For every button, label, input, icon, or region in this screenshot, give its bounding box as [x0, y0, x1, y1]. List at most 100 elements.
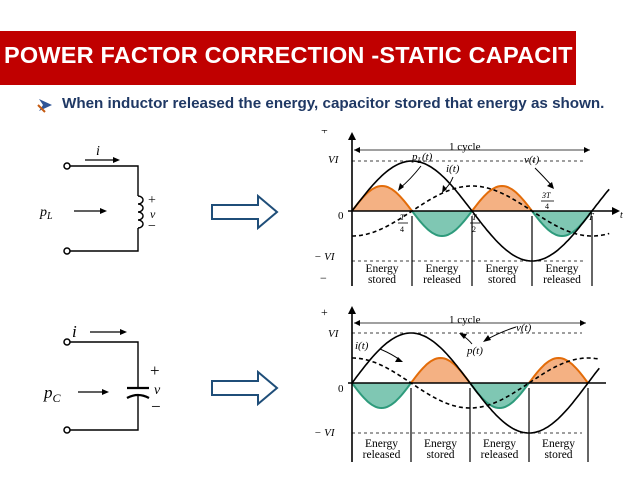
axis-plus: + [321, 305, 328, 319]
x-axis-arrow [612, 207, 620, 215]
capacitor-waveform-chart: + VI 0 − VI 1 cycle i(t) v(t) p(t) Energ… [314, 305, 606, 462]
x-tick-T4-num: T [400, 213, 405, 222]
region-label-line1: Energy [542, 438, 575, 450]
region-label-line2: stored [544, 449, 572, 461]
cycle-arrow-right [584, 147, 590, 153]
region-label-line2: released [481, 449, 519, 461]
series-label-pL: pL(t) [411, 151, 433, 165]
region-label-line1: Energy [365, 438, 398, 450]
inductor-plus: + [148, 193, 156, 208]
region-label-line1: Energy [545, 263, 578, 275]
power-lobe [529, 358, 588, 383]
region-label-line2: stored [488, 274, 516, 286]
power-lobe [472, 186, 532, 211]
slide-title: POWER FACTOR CORRECTION -STATIC CAPACIT [4, 42, 573, 68]
label-pointer-head [547, 182, 554, 189]
inductor-current-label: i [96, 144, 100, 159]
inductor-power-label: pL [39, 205, 53, 222]
current-curve [352, 357, 600, 409]
y-tick-top: VI [328, 154, 340, 166]
power-curve [471, 184, 533, 212]
cycle-label: 1 cycle [449, 314, 481, 326]
capacitor-plate-bottom [126, 393, 150, 399]
power-lobe [412, 211, 472, 236]
label-pointer-head [483, 335, 491, 342]
region-label-line2: stored [426, 449, 454, 461]
terminal-top [63, 162, 71, 170]
power-curve [528, 356, 589, 384]
axis-plus: + [321, 130, 328, 137]
capacitor-voltage-label: v [154, 383, 161, 398]
right-arrow-icon [211, 370, 279, 406]
inductor-circuit: i pL + v − [39, 144, 156, 255]
x-tick-T4-den: 4 [400, 225, 404, 234]
cycle-arrow-right [580, 320, 586, 326]
power-curve [411, 210, 473, 238]
bullet-arrow-icon [37, 99, 52, 113]
cycle-arrow-left [354, 320, 360, 326]
terminal-bottom [63, 426, 71, 434]
origin-label: 0 [338, 383, 344, 395]
label-pointer [534, 167, 553, 187]
cycle-label: 1 cycle [449, 141, 481, 153]
label-pointer [485, 326, 517, 341]
title-bar: POWER FACTOR CORRECTION -STATIC CAPACIT [0, 31, 576, 85]
inductor-voltage-label: v [150, 207, 156, 221]
terminal-top [63, 338, 71, 346]
power-lobe [532, 211, 592, 236]
region-label-line1: Energy [365, 263, 398, 275]
power-lobe [411, 358, 470, 383]
x-tick-3T4-num: 3T [541, 191, 551, 200]
series-label-v: v(t) [524, 154, 540, 166]
region-label-line1: Energy [424, 438, 457, 450]
power-lobe [470, 383, 529, 408]
power-arrow-head [100, 208, 107, 214]
circuit-wire [70, 341, 139, 431]
label-pointer-head [395, 357, 403, 362]
series-label-i: i(t) [446, 163, 460, 175]
series-label-v: v(t) [516, 322, 532, 334]
label-pointer-head [459, 333, 467, 339]
label-pointer [379, 348, 401, 361]
inductor-minus: − [148, 219, 156, 234]
power-lobe [352, 383, 411, 408]
cycle-arrow-left [354, 147, 360, 153]
region-label-line1: Energy [485, 263, 518, 275]
origin-label: 0 [338, 210, 344, 222]
y-axis-arrow [348, 306, 356, 314]
series-label-i: i(t) [355, 340, 369, 352]
current-arrow-head [120, 329, 127, 335]
circuit-wire [70, 165, 139, 252]
voltage-curve [351, 160, 610, 262]
capacitor-minus: − [151, 397, 161, 416]
capacitor-plus: + [150, 361, 160, 380]
x-tick-T2-num: T [472, 213, 477, 222]
x-tick-3T4-den: 4 [545, 202, 549, 211]
capacitor-circuit: i pC + v − [43, 322, 161, 434]
terminal-bottom [63, 247, 71, 255]
x-tick-T2-den: 2 [472, 225, 476, 234]
power-curve [351, 382, 412, 410]
region-label-line2: released [543, 274, 581, 286]
power-arrow-head [102, 389, 109, 395]
right-arrow-icon [211, 194, 279, 230]
y-tick-bottom: − VI [314, 251, 336, 263]
region-label-line1: Energy [483, 438, 516, 450]
label-pointer-head [442, 185, 447, 193]
current-curve [352, 185, 610, 237]
axis-minus: − [320, 271, 327, 285]
label-pointer-head [398, 183, 404, 191]
region-label-line2: released [363, 449, 401, 461]
x-tick-T: T [588, 212, 595, 223]
voltage-curve [351, 332, 600, 434]
series-label-p: p(t) [466, 345, 483, 357]
capacitor-current-label: i [72, 322, 77, 341]
y-tick-top: VI [328, 328, 340, 340]
label-pointer [399, 165, 422, 189]
y-tick-bottom: − VI [314, 427, 336, 439]
inductor-waveform-chart: + VI 0 − VI − 1 cycle t T T 4 T 2 3T 4 p… [314, 130, 623, 286]
region-label-line2: stored [368, 274, 396, 286]
region-label-line1: Energy [425, 263, 458, 275]
capacitor-power-label: pC [43, 383, 62, 405]
power-lobe [352, 186, 412, 211]
